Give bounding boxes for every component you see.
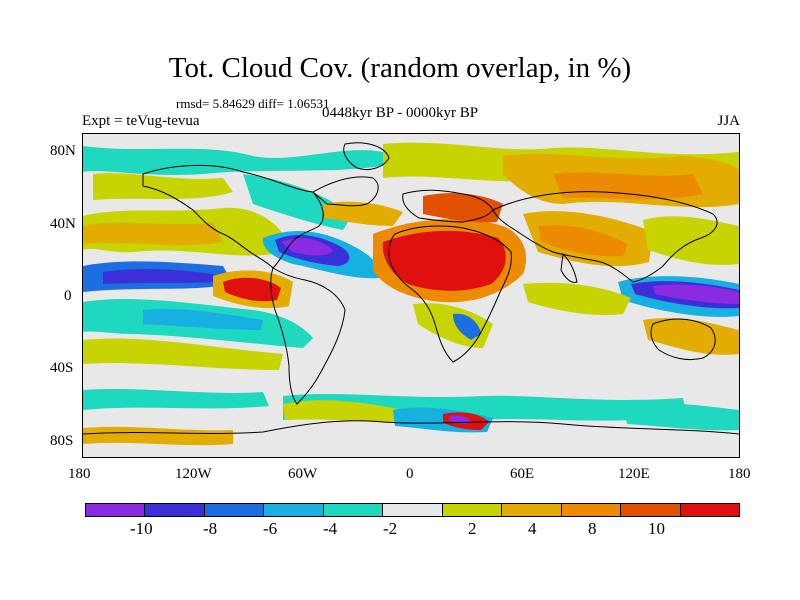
anomaly-patch bbox=[643, 318, 739, 355]
colorbar bbox=[85, 503, 740, 517]
anomaly-patch bbox=[413, 303, 493, 348]
colorbar-swatch bbox=[145, 504, 205, 516]
colorbar-swatch bbox=[442, 504, 503, 516]
anomaly-patch bbox=[103, 268, 215, 284]
colorbar-label: 10 bbox=[648, 519, 665, 538]
experiment-label: Expt = teVug-tevua bbox=[82, 113, 200, 129]
colorbar-swatch bbox=[264, 504, 324, 516]
colorbar-label: -4 bbox=[323, 519, 338, 538]
lon-label-60w: 60W bbox=[288, 466, 318, 482]
anomaly-patch bbox=[623, 402, 739, 431]
lon-label-120e: 120E bbox=[618, 466, 650, 482]
cloud-anomaly-map bbox=[83, 142, 739, 446]
lon-label-0: 0 bbox=[406, 466, 414, 482]
anomaly-patch bbox=[323, 201, 403, 226]
colorbar-swatch bbox=[680, 504, 739, 516]
season-label: JJA bbox=[717, 113, 740, 129]
anomaly-patch bbox=[83, 338, 283, 370]
anomaly-patch bbox=[553, 172, 703, 200]
stats-text: rmsd= 5.84629 diff= 1.06531 bbox=[176, 96, 330, 111]
anomaly-patch bbox=[538, 225, 628, 257]
anomaly-patch bbox=[83, 222, 223, 246]
coastlines bbox=[83, 142, 739, 435]
colorbar-label: 8 bbox=[588, 519, 597, 538]
anomaly-patch bbox=[643, 216, 739, 265]
lon-label-180e: 180 bbox=[728, 466, 751, 482]
colorbar-swatch bbox=[561, 504, 622, 516]
lat-label-40n: 40N bbox=[50, 216, 76, 232]
anomaly-patch bbox=[83, 146, 383, 175]
anomaly-patch bbox=[382, 230, 506, 291]
lon-label-60e: 60E bbox=[510, 466, 535, 482]
colorbar-label: -8 bbox=[203, 519, 218, 538]
anomaly-patch bbox=[283, 400, 403, 422]
anomaly-patch bbox=[93, 173, 233, 200]
colorbar-swatch bbox=[621, 504, 681, 516]
lat-label-0: 0 bbox=[64, 288, 72, 304]
anomaly-patch bbox=[83, 389, 269, 410]
anomaly-patch bbox=[653, 284, 739, 304]
anomaly-patch bbox=[523, 282, 631, 316]
colorbar-label: -2 bbox=[383, 519, 398, 538]
lon-label-180w: 180 bbox=[68, 466, 91, 482]
colorbar-swatch bbox=[86, 504, 146, 516]
anomaly-patch bbox=[83, 426, 233, 446]
colorbar-label: 4 bbox=[528, 519, 537, 538]
anomaly-patch bbox=[143, 308, 263, 330]
anomaly-patch bbox=[449, 415, 471, 424]
colorbar-swatch bbox=[502, 504, 562, 516]
lon-label-120w: 120W bbox=[175, 466, 212, 482]
plot-title: Tot. Cloud Cov. (random overlap, in %) bbox=[168, 52, 632, 84]
lat-label-80n: 80N bbox=[50, 143, 76, 159]
anomaly-patch bbox=[223, 277, 281, 302]
colorbar-label: -10 bbox=[130, 519, 153, 538]
lat-label-80s: 80S bbox=[50, 433, 74, 449]
map-panel bbox=[82, 133, 740, 458]
anomaly-patch bbox=[453, 313, 481, 340]
colorbar-label: -6 bbox=[263, 519, 278, 538]
colorbar-label: 2 bbox=[468, 519, 477, 538]
lat-label-40s: 40S bbox=[50, 360, 74, 376]
colorbar-swatch bbox=[323, 504, 384, 516]
anomaly-patch bbox=[281, 238, 333, 256]
colorbar-swatch bbox=[204, 504, 265, 516]
period-label: 0448kyr BP - 0000kyr BP bbox=[322, 105, 479, 121]
colorbar-swatch bbox=[383, 504, 443, 516]
